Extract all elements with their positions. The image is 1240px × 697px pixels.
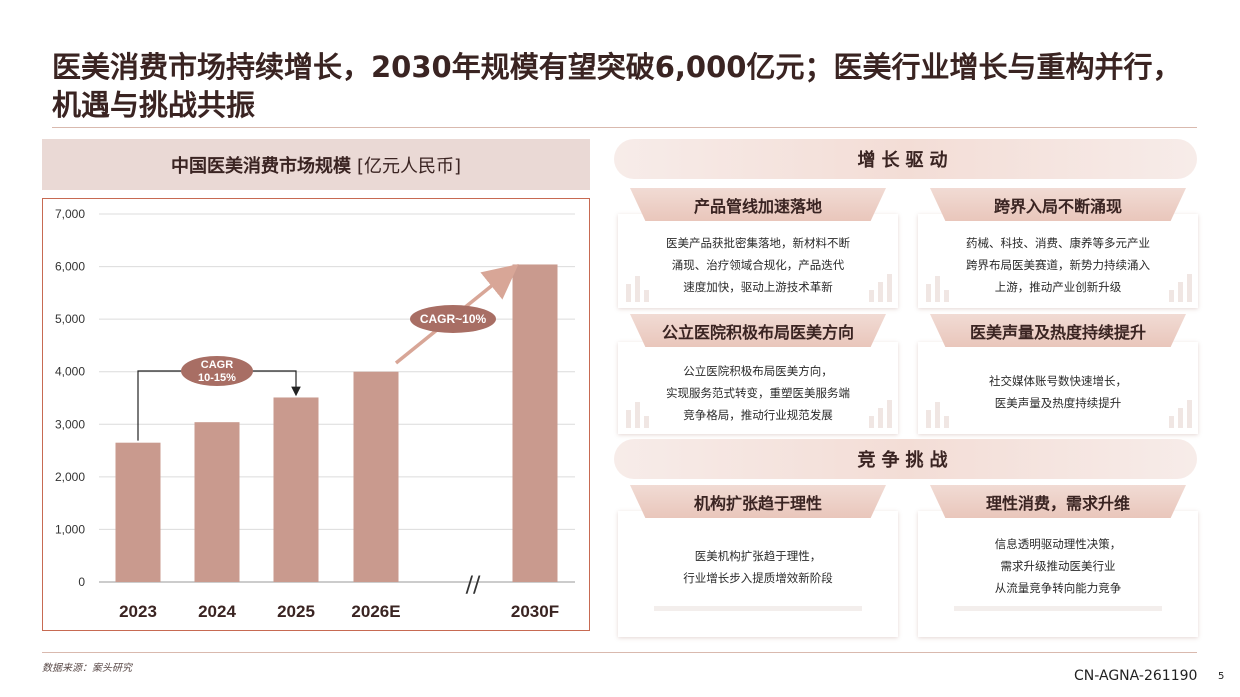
bars-decoration-icon bbox=[1152, 400, 1192, 428]
x-tick-label: 2023 bbox=[119, 602, 157, 621]
axis-break-mark: // bbox=[466, 573, 481, 598]
growth-card-3: 公立医院积极布局医美方向 公立医院积极布局医美方向， 实现服务范式转变，重塑医美… bbox=[618, 314, 898, 434]
growth-card-2: 跨界入局不断涌现 药械、科技、消费、康养等多元产业 跨界布局医美赛道，新势力持续… bbox=[918, 188, 1198, 308]
challenge-card-1: 机构扩张趋于理性 医美机构扩张趋于理性， 行业增长步入提质增效新阶段 bbox=[618, 485, 898, 637]
growth-card-1: 产品管线加速落地 医美产品获批密集落地，新材料不断 涌现、治疗领域合规化，产品迭… bbox=[618, 188, 898, 308]
bars-decoration-icon bbox=[852, 400, 892, 428]
challenge-card-2: 理性消费，需求升维 信息透明驱动理性决策， 需求升级推动医美行业 从流量竞争转向… bbox=[918, 485, 1198, 637]
x-tick-label: 2024 bbox=[198, 602, 236, 621]
growth-card-2-text: 药械、科技、消费、康养等多元产业 跨界布局医美赛道，新势力持续涌入 上游，推动产… bbox=[966, 236, 1150, 294]
bars-decoration-icon bbox=[926, 274, 966, 302]
y-tick-label: 2,000 bbox=[55, 470, 85, 484]
y-tick-label: 0 bbox=[78, 575, 85, 589]
bar-2025 bbox=[273, 397, 319, 582]
bars-decoration-icon bbox=[626, 400, 666, 428]
document-code: CN-AGNA-261190 bbox=[1074, 668, 1198, 684]
y-tick-label: 1,000 bbox=[55, 522, 85, 536]
growth-drivers-header: 增长驱动 bbox=[614, 139, 1197, 179]
growth-card-1-title: 产品管线加速落地 bbox=[630, 188, 886, 221]
challenges-header: 竞争挑战 bbox=[614, 439, 1197, 479]
y-tick-label: 4,000 bbox=[55, 365, 85, 379]
growth-card-2-title: 跨界入局不断涌现 bbox=[930, 188, 1186, 221]
growth-card-4: 医美声量及热度持续提升 社交媒体账号数快速增长， 医美声量及热度持续提升 bbox=[918, 314, 1198, 434]
bar-2024 bbox=[194, 422, 240, 582]
chart-unit: [亿元人民币] bbox=[356, 155, 462, 177]
challenge-card-2-text: 信息透明驱动理性决策， 需求升级推动医美行业 从流量竞争转向能力竞争 bbox=[994, 537, 1122, 595]
bars-decoration-icon bbox=[1152, 274, 1192, 302]
title-divider bbox=[52, 127, 1197, 128]
growth-card-3-title: 公立医院积极布局医美方向 bbox=[630, 314, 886, 347]
bars-decoration-icon bbox=[852, 274, 892, 302]
chart-title: 中国医美消费市场规模 bbox=[170, 155, 351, 177]
decorative-line bbox=[654, 606, 862, 611]
cagr-label-1-line2: 10-15% bbox=[198, 372, 236, 384]
data-source: 数据来源：案头研究 bbox=[42, 663, 132, 674]
y-tick-label: 3,000 bbox=[55, 417, 85, 431]
growth-card-4-title: 医美声量及热度持续提升 bbox=[930, 314, 1186, 347]
bar-2026E bbox=[353, 371, 399, 582]
bar-2023 bbox=[115, 442, 161, 582]
chart-header: 中国医美消费市场规模 [亿元人民币] bbox=[42, 139, 590, 190]
x-tick-label: 2030F bbox=[511, 602, 559, 621]
x-tick-label: 2026E bbox=[351, 602, 400, 621]
challenge-card-1-text: 医美机构扩张趋于理性， 行业增长步入提质增效新阶段 bbox=[683, 549, 833, 585]
cagr-label-2: CAGR~10% bbox=[420, 312, 487, 326]
challenge-card-2-title: 理性消费，需求升维 bbox=[930, 485, 1186, 518]
bars-decoration-icon bbox=[926, 400, 966, 428]
cagr-badge-2 bbox=[410, 305, 496, 333]
bars-decoration-icon bbox=[626, 274, 666, 302]
growth-card-4-text: 社交媒体账号数快速增长， 医美声量及热度持续提升 bbox=[989, 374, 1127, 410]
bar-2030F bbox=[512, 264, 558, 582]
y-tick-label: 7,000 bbox=[55, 207, 85, 221]
growth-card-1-text: 医美产品获批密集落地，新材料不断 涌现、治疗领域合规化，产品迭代 速度加快，驱动… bbox=[666, 236, 850, 294]
cagr-label-1-line1: CAGR bbox=[201, 359, 233, 371]
page-title: 医美消费市场持续增长，2030年规模有望突破6,000亿元；医美行业增长与重构并… bbox=[52, 50, 1182, 122]
growth-card-3-text: 公立医院积极布局医美方向， 实现服务范式转变，重塑医美服务端 竞争格局，推动行业… bbox=[666, 364, 850, 422]
x-tick-label: 2025 bbox=[277, 602, 315, 621]
page-number: 5 bbox=[1218, 671, 1225, 682]
decorative-line bbox=[954, 606, 1162, 611]
chart-frame: 0 1,000 2,000 3,000 4,000 5,000 6,000 7,000 202… bbox=[42, 198, 590, 631]
y-tick-label: 5,000 bbox=[55, 312, 85, 326]
y-tick-label: 6,000 bbox=[55, 260, 85, 274]
market-size-chart: 0 1,000 2,000 3,000 4,000 5,000 6,000 7,000 202… bbox=[55, 207, 575, 621]
challenge-card-1-title: 机构扩张趋于理性 bbox=[630, 485, 886, 518]
cagr-badge-1 bbox=[181, 356, 253, 386]
footer-divider bbox=[42, 652, 1197, 653]
